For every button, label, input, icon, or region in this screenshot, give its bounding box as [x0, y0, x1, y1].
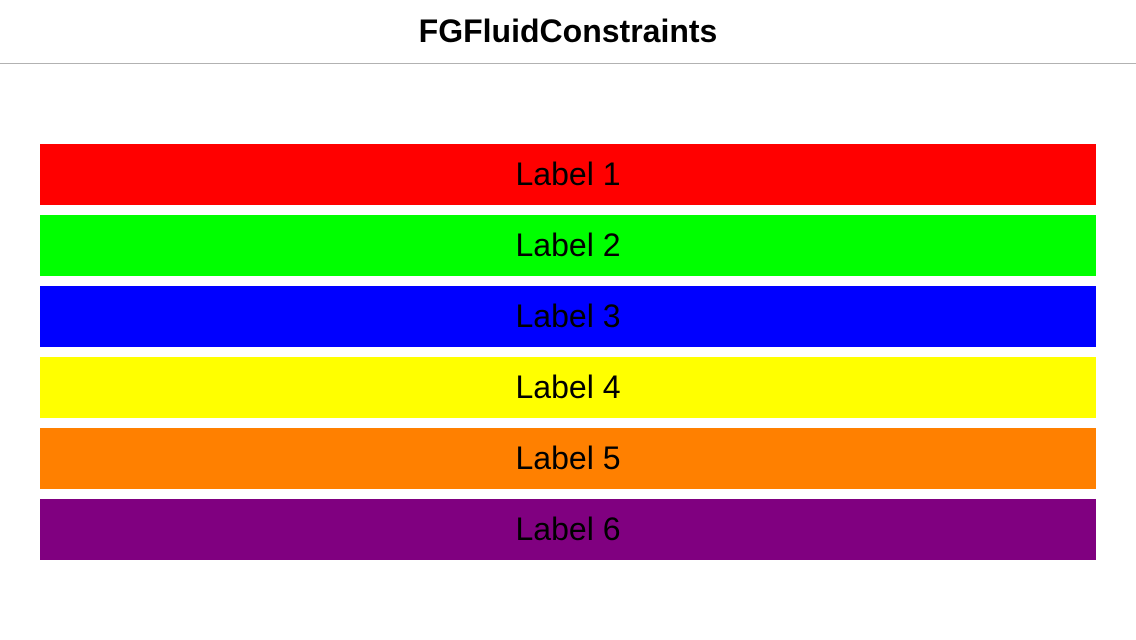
label-2: Label 2: [40, 215, 1096, 276]
label-stack: Label 1 Label 2 Label 3 Label 4 Label 5 …: [40, 144, 1096, 560]
label-5: Label 5: [40, 428, 1096, 489]
label-3: Label 3: [40, 286, 1096, 347]
label-6: Label 6: [40, 499, 1096, 560]
label-4: Label 4: [40, 357, 1096, 418]
nav-title: FGFluidConstraints: [418, 13, 718, 49]
label-1: Label 1: [40, 144, 1096, 205]
navigation-bar: FGFluidConstraints: [0, 0, 1136, 64]
